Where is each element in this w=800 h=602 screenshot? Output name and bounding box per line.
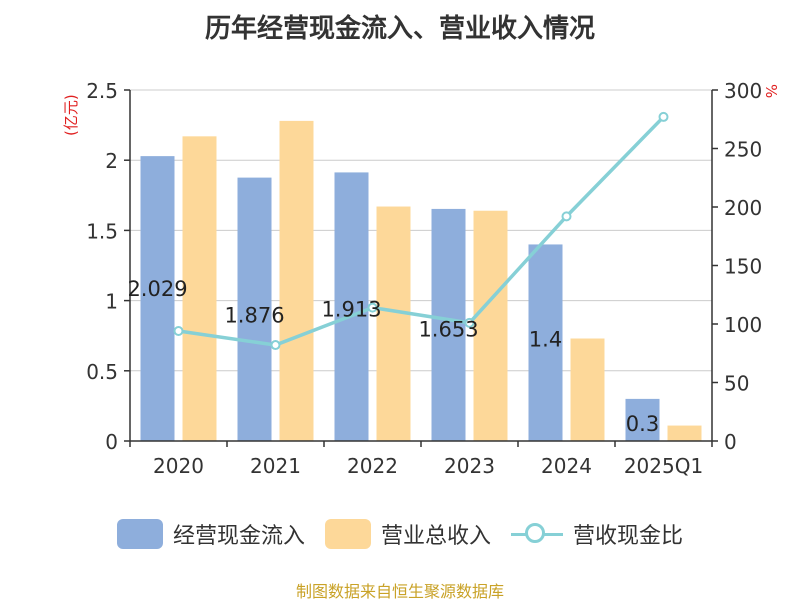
line-ratio-point <box>173 326 184 337</box>
y-right-tick-label: 300 <box>724 79 762 103</box>
legend-label-ratio: 营收现金比 <box>573 524 684 549</box>
y-left-tick-label: 0.5 <box>86 360 118 384</box>
x-tick-label: 2020 <box>153 454 204 478</box>
legend-swatch-cash-inflow <box>116 519 163 549</box>
bar-cash-inflow <box>334 172 369 441</box>
bar-cash-inflow <box>140 156 175 441</box>
bar-cash-inflow <box>237 177 272 441</box>
legend-swatch-revenue <box>324 519 371 549</box>
legend-item-revenue[interactable]: 营业总收入 <box>324 518 491 550</box>
y-right-tick-label: 50 <box>724 372 749 396</box>
bar-revenue <box>667 425 702 441</box>
bar-revenue <box>376 206 411 441</box>
y-right-tick-label: 100 <box>724 313 762 337</box>
y-left-tick-label: 1.5 <box>86 219 118 243</box>
data-label-cash-inflow: 1.876 <box>224 304 284 328</box>
y-left-tick-label: 2 <box>105 149 118 173</box>
legend-label-revenue: 营业总收入 <box>380 524 491 549</box>
y-right-tick-label: 150 <box>724 255 762 279</box>
bar-revenue <box>473 210 508 441</box>
y-left-tick-label: 1 <box>105 290 118 314</box>
y-left-tick-label: 0 <box>105 430 118 454</box>
x-tick-label: 2023 <box>444 454 495 478</box>
line-ratio <box>178 115 665 347</box>
bar-cash-inflow <box>528 244 563 441</box>
legend-item-ratio[interactable]: 营收现金比 <box>511 518 683 550</box>
bar-cash-inflow <box>431 208 466 441</box>
line-ratio-point <box>270 340 281 351</box>
y-left-tick-label: 2.5 <box>86 79 118 103</box>
legend-item-cash-inflow[interactable]: 经营现金流入 <box>116 518 305 550</box>
x-tick-label: 2021 <box>250 454 301 478</box>
data-label-cash-inflow: 1.913 <box>321 298 381 322</box>
bar-revenue <box>279 120 314 441</box>
line-ratio-point <box>464 317 475 328</box>
legend: 经营现金流入 营业总收入 营收现金比 <box>0 518 800 550</box>
bar-cash-inflow <box>625 398 660 441</box>
line-ratio-point <box>367 302 378 313</box>
line-ratio-point <box>561 211 572 222</box>
y-right-tick-label: 0 <box>724 430 737 454</box>
bar-revenue <box>182 136 217 441</box>
x-tick-label: 2025Q1 <box>624 454 703 478</box>
chart-title: 历年经营现金流入、营业收入情况 <box>204 14 595 44</box>
data-label-cash-inflow: 0.3 <box>626 412 659 436</box>
chart-plot: 0 0.5 1 1.5 2 2.5 0 50 100 150 200 250 300 2020 2021 20… <box>86 79 762 478</box>
x-tick-label: 2022 <box>347 454 398 478</box>
y-right-tick-label: 250 <box>724 138 762 162</box>
x-tick-label: 2024 <box>541 454 592 478</box>
bar-revenue <box>570 338 605 441</box>
line-ratio-point <box>658 111 669 122</box>
data-label-cash-inflow: 1.4 <box>529 328 562 352</box>
source-note: 制图数据来自恒生聚源数据库 <box>295 582 504 601</box>
data-label-cash-inflow: 2.029 <box>127 277 187 301</box>
legend-swatch-ratio <box>511 519 563 549</box>
y-right-tick-label: 200 <box>724 196 762 220</box>
data-label-cash-inflow: 1.653 <box>418 318 478 342</box>
legend-label-cash-inflow: 经营现金流入 <box>172 524 305 549</box>
